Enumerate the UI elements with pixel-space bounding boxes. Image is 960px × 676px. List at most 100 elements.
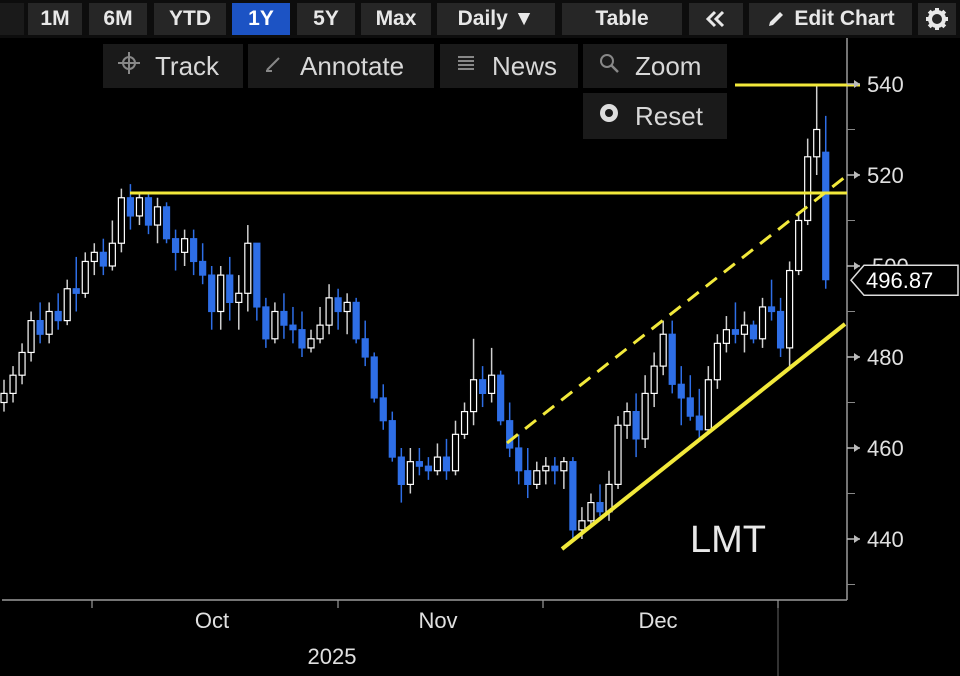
channel-lower-line <box>560 322 847 551</box>
candle <box>27 311 35 362</box>
edit-chart-button[interactable]: Edit Chart <box>749 3 912 35</box>
price-axis: 440460480520540500496.87 <box>847 72 959 585</box>
news-label: News <box>492 50 558 81</box>
candle <box>316 306 324 344</box>
candle <box>199 243 207 285</box>
candle <box>497 370 505 426</box>
candle <box>54 293 62 330</box>
candle <box>271 302 279 344</box>
annotate-label: Annotate <box>300 50 405 81</box>
candle <box>686 375 694 421</box>
candle <box>749 320 758 344</box>
candlestick-series <box>0 84 830 539</box>
radio-dot-icon <box>597 102 621 130</box>
candle <box>451 420 460 476</box>
candle <box>171 229 180 271</box>
candle <box>135 193 144 226</box>
reset-button[interactable]: Reset <box>583 93 727 139</box>
candle <box>822 115 830 289</box>
range-ytd-button[interactable]: YTD <box>154 3 226 35</box>
candle <box>713 334 721 389</box>
candle <box>569 457 577 539</box>
candle <box>478 366 487 408</box>
candle <box>650 352 658 408</box>
candle <box>144 193 153 235</box>
candle <box>235 275 243 330</box>
candle <box>424 457 433 480</box>
candle <box>0 379 8 412</box>
candle <box>488 347 496 403</box>
annotate-button[interactable]: Annotate <box>248 44 434 88</box>
candle <box>515 434 523 485</box>
candle <box>668 320 676 394</box>
candle <box>786 261 794 367</box>
toolbar: 1M 6M YTD 1Y 5Y Max Daily ▼ Table Edit C… <box>0 0 960 38</box>
x-year-label: 2025 <box>308 644 357 669</box>
range-5y-button[interactable]: 5Y <box>297 3 355 35</box>
candle <box>587 493 595 526</box>
candle <box>623 402 631 439</box>
candle <box>442 438 451 480</box>
x-month-label: Oct <box>195 608 229 633</box>
candle <box>153 197 162 244</box>
range-1m-button[interactable]: 1M <box>28 3 82 35</box>
candle <box>677 366 685 426</box>
magnifier-icon <box>597 52 621 80</box>
candle <box>36 302 44 344</box>
candle <box>370 352 378 403</box>
pencil-icon <box>262 52 286 80</box>
candle <box>280 293 288 339</box>
candle <box>361 320 369 367</box>
table-button[interactable]: Table <box>562 3 682 35</box>
range-6m-button[interactable]: 6M <box>89 3 147 35</box>
range-max-button[interactable]: Max <box>361 3 431 35</box>
crosshair-icon <box>117 52 141 80</box>
range-1y-button[interactable]: 1Y <box>232 3 290 35</box>
candle <box>298 311 306 357</box>
candle <box>117 188 125 253</box>
candle <box>334 288 342 330</box>
candle <box>388 411 396 462</box>
svg-text:496.87: 496.87 <box>866 268 933 293</box>
back-icon[interactable] <box>0 3 24 35</box>
candle <box>758 297 767 348</box>
track-label: Track <box>155 50 220 81</box>
candle <box>659 320 667 376</box>
y-tick-label: 480 <box>867 345 904 370</box>
y-tick-label: 440 <box>867 527 904 552</box>
y-tick-label: 460 <box>867 436 904 461</box>
candle <box>81 252 89 298</box>
candle <box>262 297 270 348</box>
candle <box>108 220 116 271</box>
news-button[interactable]: News <box>440 44 578 88</box>
zoom-button[interactable]: Zoom <box>583 44 727 88</box>
candle <box>379 384 387 430</box>
double-chevron-left-icon[interactable] <box>689 3 743 35</box>
candle <box>596 484 604 517</box>
x-month-label: Nov <box>418 608 457 633</box>
pencil-icon <box>769 12 784 26</box>
candle <box>18 343 26 385</box>
candle <box>244 225 252 312</box>
candle <box>45 302 53 344</box>
candle <box>533 461 541 489</box>
track-button[interactable]: Track <box>103 44 243 88</box>
candle <box>90 243 98 276</box>
candle <box>343 293 351 335</box>
last-price-label: 496.87 <box>850 264 959 296</box>
candle <box>406 448 414 494</box>
candle <box>253 242 261 321</box>
y-tick-label: 540 <box>867 72 904 97</box>
candle <box>63 279 71 326</box>
gear-icon[interactable] <box>918 3 956 35</box>
candle <box>325 284 333 335</box>
candle <box>641 375 649 448</box>
candle <box>226 256 234 321</box>
interval-dropdown[interactable]: Daily ▼ <box>437 3 555 35</box>
candle <box>181 229 189 266</box>
candle <box>162 202 171 244</box>
candle <box>740 311 749 353</box>
trendline-layer: LMT <box>130 83 860 561</box>
candle <box>551 457 559 485</box>
